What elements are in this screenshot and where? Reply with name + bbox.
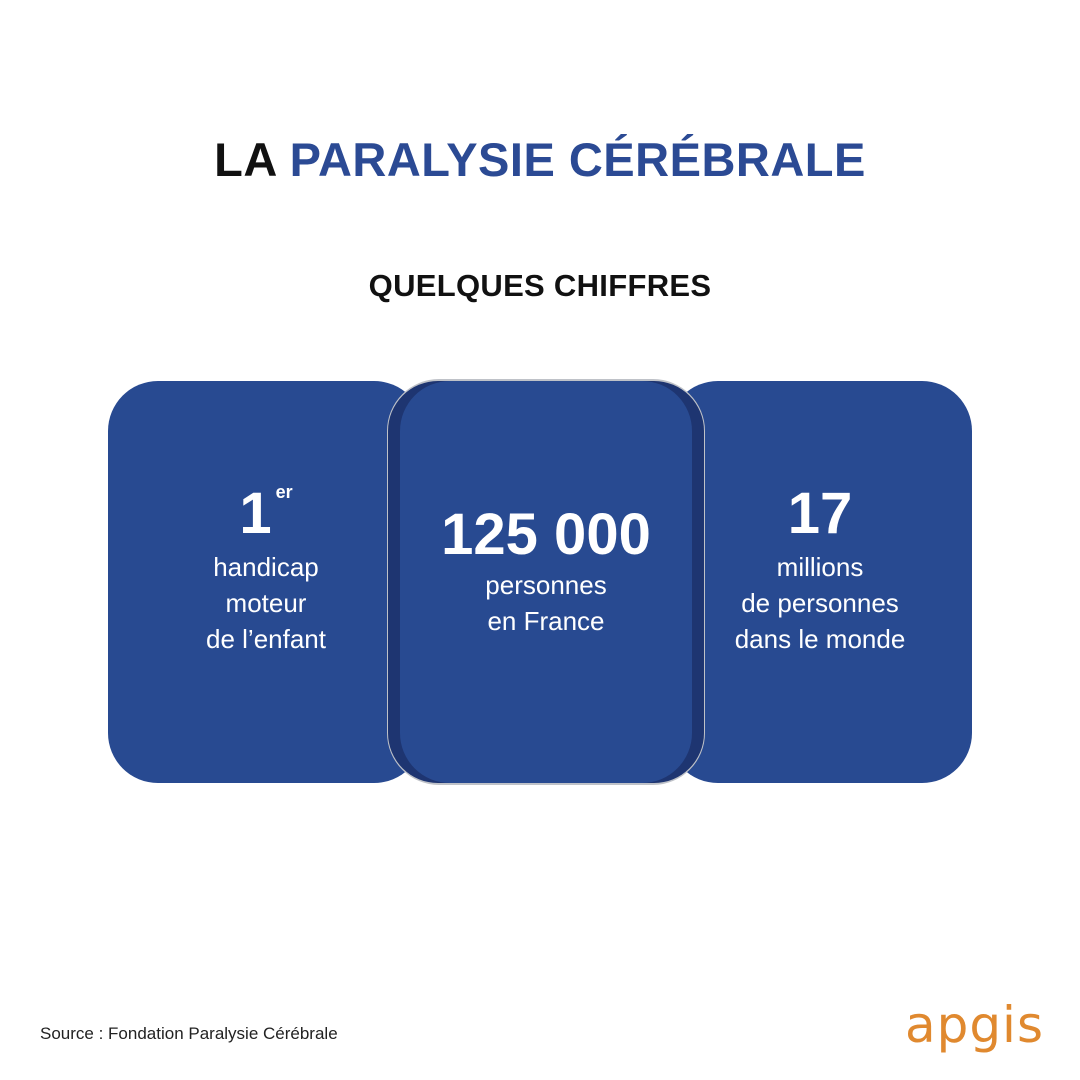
stat-figure-value: 1 [239, 481, 272, 546]
stat-description: millions de personnes dans le monde [668, 549, 972, 657]
stat-description: handicap moteur de l’enfant [108, 549, 424, 657]
stat-line: en France [487, 606, 605, 636]
source-note: Source : Fondation Paralysie Cérébrale [40, 1024, 338, 1043]
stat-line: handicap [213, 552, 319, 582]
stat-figure-france: 125 000 [441, 502, 651, 567]
stat-line: personnes [485, 570, 607, 600]
stat-figure-superscript: er [275, 482, 293, 502]
stat-line: millions [776, 552, 864, 582]
stat-line: de l’enfant [206, 624, 326, 654]
apgis-logo: apgis [904, 996, 1044, 1054]
stat-line: dans le monde [734, 624, 906, 654]
page-subtitle: QUELQUES CHIFFRES [368, 268, 712, 303]
stat-card-france: 125 000 personnes en France [400, 381, 692, 783]
stat-card-world: 17 millions de personnes dans le monde [668, 381, 972, 783]
title-accent: PARALYSIE CÉRÉBRALE [289, 133, 866, 186]
stat-figure-world: 17 [787, 481, 853, 546]
stat-description: personnes en France [400, 567, 692, 639]
page-title: LA PARALYSIE CÉRÉBRALE [0, 132, 1080, 187]
title-prefix: LA [214, 133, 277, 186]
stat-line: de personnes [741, 588, 899, 618]
stat-figure-first: 1 er [108, 482, 424, 543]
stat-line: moteur [225, 588, 307, 618]
stat-card-first-handicap: 1 er handicap moteur de l’enfant [108, 381, 424, 783]
